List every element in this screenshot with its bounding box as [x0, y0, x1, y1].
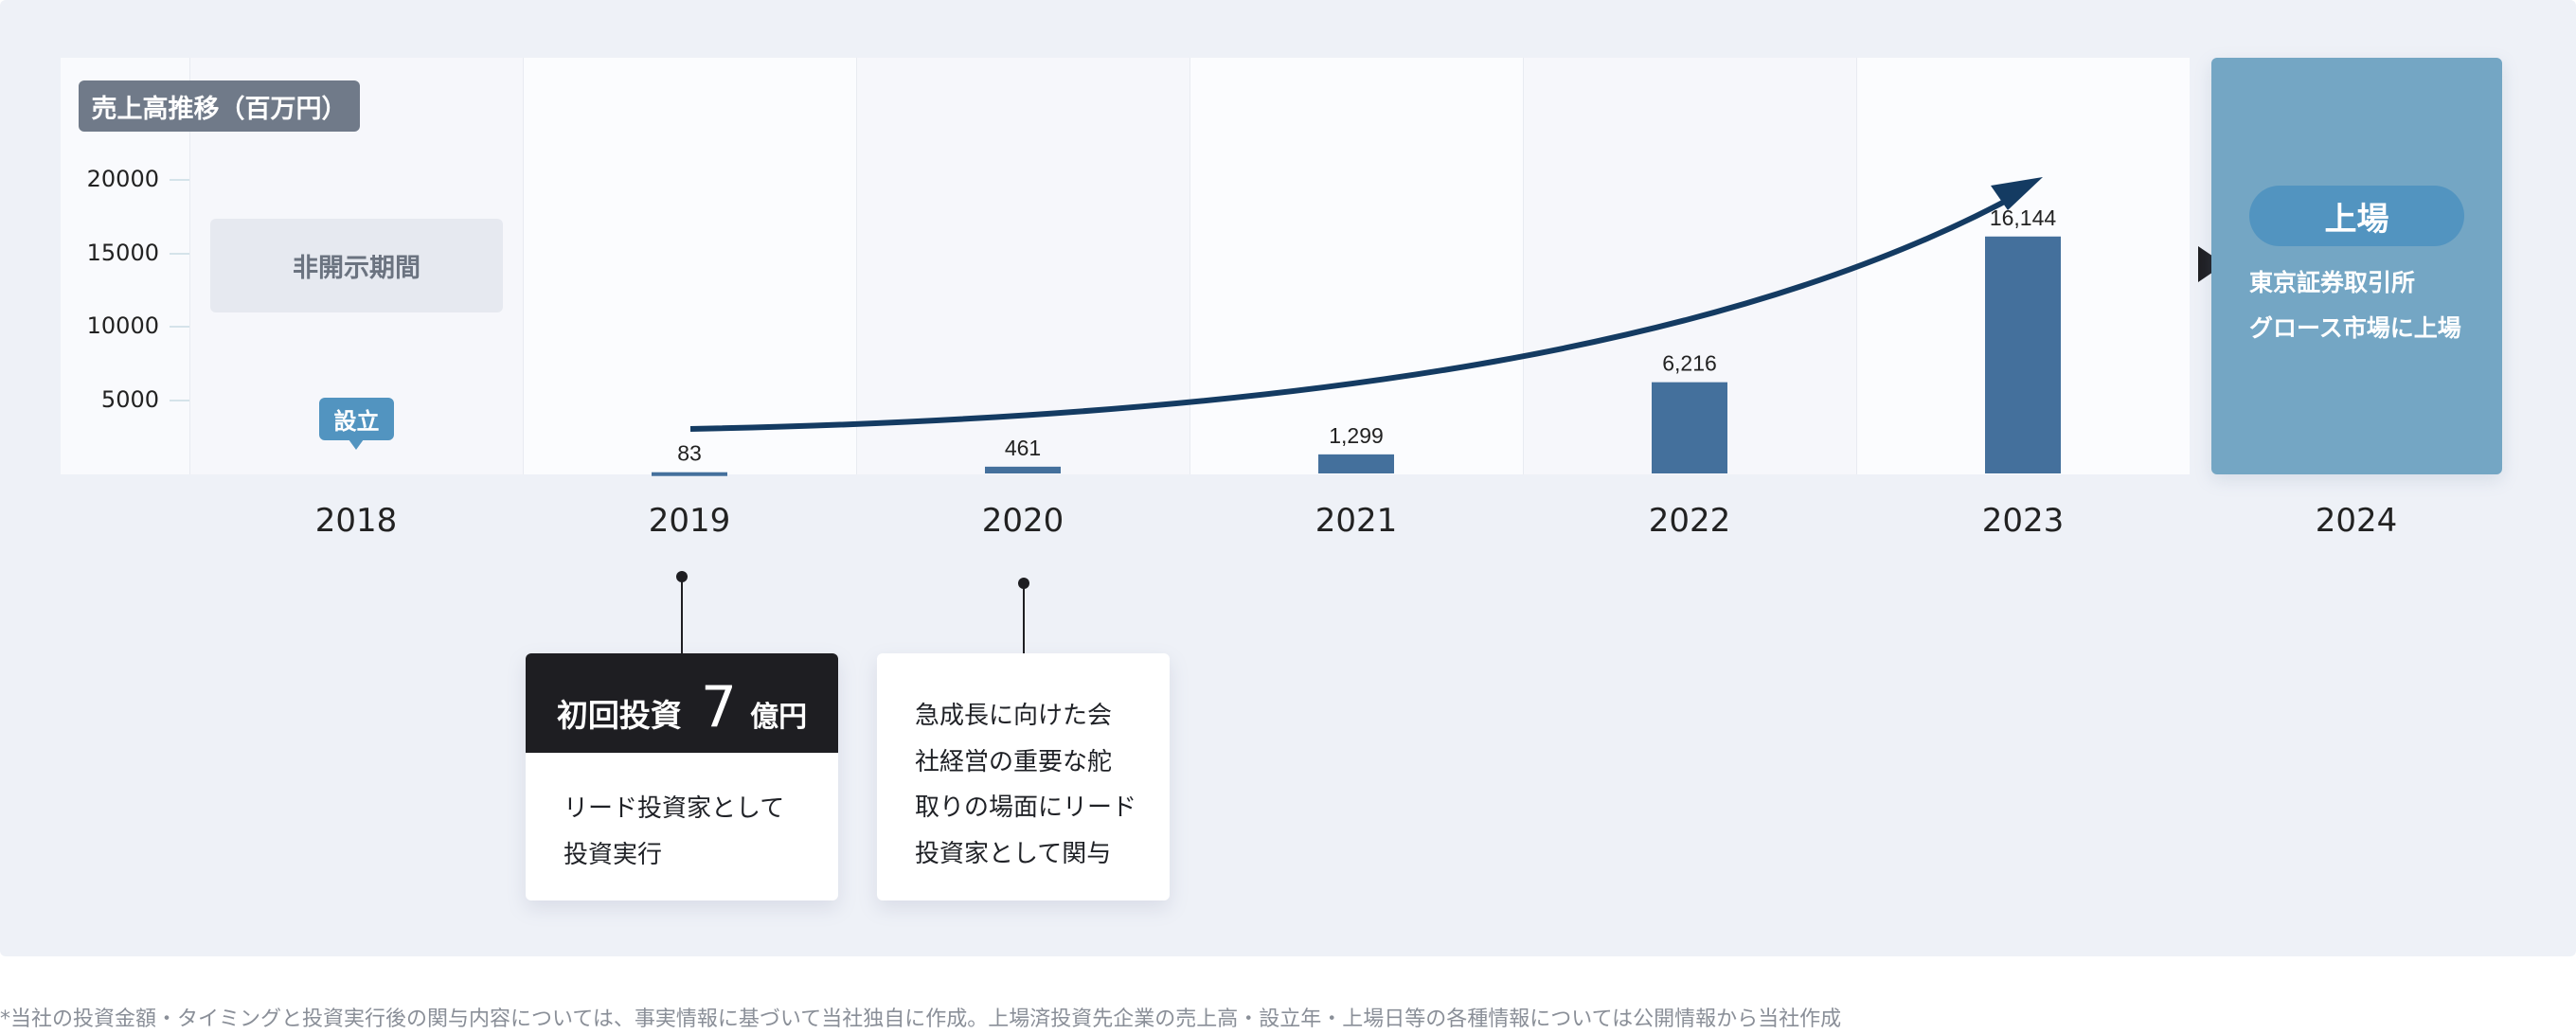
involvement-card: 急成長に向けた会 社経営の重要な舵 取りの場面にリード 投資家として関与	[877, 653, 1170, 900]
bar-2020	[985, 466, 1061, 473]
x-tick-label: 2018	[314, 502, 398, 540]
x-tick-label: 2022	[1648, 502, 1731, 540]
bar-2023	[1985, 236, 2061, 473]
y-tick-label: 15000	[86, 239, 159, 266]
arrow-head-icon	[1991, 177, 2043, 210]
bar-value-label: 1,299	[1329, 423, 1384, 448]
column-2019	[523, 58, 856, 474]
x-tick-label: 2023	[1981, 502, 2065, 540]
listing-pill: 上場	[2249, 186, 2464, 246]
bar-value-label: 6,216	[1662, 351, 1717, 376]
annotation-line-2019	[681, 577, 683, 653]
bar-2022	[1652, 382, 1727, 473]
x-tick-label: 2019	[648, 502, 731, 540]
bar-value-label: 83	[677, 441, 702, 466]
card-header: 初回投資 7 億円	[526, 653, 838, 753]
bar-value-label: 16,144	[1990, 205, 2057, 230]
y-tick-mark	[170, 326, 189, 328]
listing-line-2: グロース市場に上場	[2249, 314, 2461, 342]
y-tick-mark	[170, 399, 189, 401]
growth-arrow-line	[689, 189, 2024, 432]
x-tick-label: 2021	[1315, 502, 1398, 540]
bar-2019	[652, 472, 727, 476]
bar-2021	[1318, 454, 1394, 473]
bar-value-label: 461	[1005, 436, 1041, 460]
card-line: 急成長に向けた会	[915, 702, 1113, 730]
card-line: リード投資家として	[564, 794, 785, 823]
listing-line-1: 東京証券取引所	[2249, 269, 2416, 296]
y-tick-label: 10000	[86, 312, 159, 339]
column-2021	[1190, 58, 1523, 474]
annotation-line-2020	[1023, 583, 1025, 653]
y-tick-mark	[170, 252, 189, 255]
card-head-number: 7	[700, 674, 738, 740]
card-line: 投資家として関与	[915, 840, 1112, 868]
undisclosed-period-box: 非開示期間	[210, 219, 503, 312]
card-line: 取りの場面にリード	[915, 793, 1137, 822]
listing-box: 上場 東京証券取引所 グロース市場に上場	[2211, 58, 2502, 474]
footnote: *当社の投資金額・タイミングと投資実行後の関与内容については、事実情報に基づいて…	[0, 1007, 1842, 1031]
initial-investment-card: 初回投資 7 億円 リード投資家として 投資実行	[526, 653, 838, 900]
card-line: 社経営の重要な舵	[915, 748, 1113, 776]
y-tick-mark	[170, 179, 189, 181]
y-tick-label: 5000	[100, 385, 159, 413]
card-line: 投資実行	[564, 841, 663, 869]
y-tick-label: 20000	[86, 166, 159, 192]
chart-svg: 83 461 1,299 6,216 16,144	[652, 177, 2061, 476]
chart-title: 売上高推移（百万円）	[79, 80, 360, 132]
founded-badge: 設立	[319, 398, 394, 450]
x-tick-label: 2024	[2315, 502, 2398, 540]
card-head-prefix: 初回投資	[556, 697, 682, 734]
card-head-unit: 億円	[750, 701, 808, 734]
x-tick-label: 2020	[981, 502, 1064, 540]
